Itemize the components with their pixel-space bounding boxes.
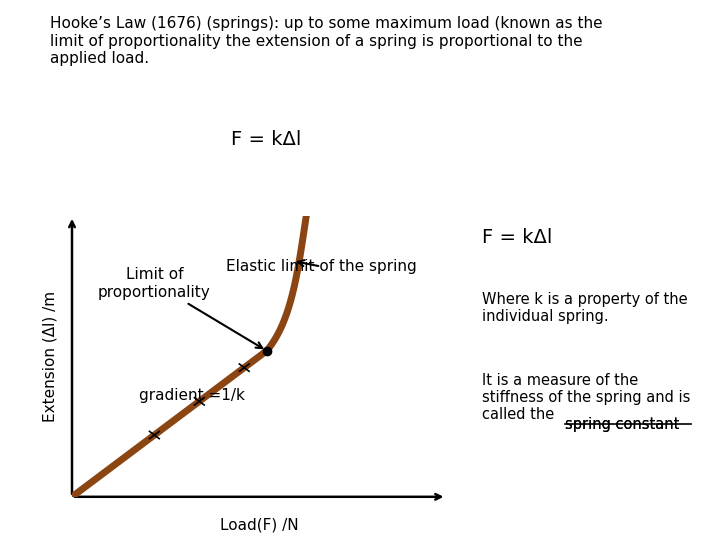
Text: It is a measure of the
stiffness of the spring and is
called the: It is a measure of the stiffness of the … xyxy=(482,373,690,422)
Text: gradient =1/k: gradient =1/k xyxy=(140,388,246,403)
Text: Load(F) /N: Load(F) /N xyxy=(220,517,299,532)
Text: F = kΔl: F = kΔl xyxy=(482,228,553,247)
Text: Limit of
proportionality: Limit of proportionality xyxy=(98,267,262,348)
Text: spring constant: spring constant xyxy=(565,417,680,432)
Text: F = kΔl: F = kΔl xyxy=(231,130,302,148)
Text: spring constant: spring constant xyxy=(565,417,680,432)
Text: Hooke’s Law (1676) (springs): up to some maximum load (known as the
limit of pro: Hooke’s Law (1676) (springs): up to some… xyxy=(50,16,603,66)
Text: Elastic limit of the spring: Elastic limit of the spring xyxy=(225,259,416,274)
Text: Extension (Δl) /m: Extension (Δl) /m xyxy=(42,291,57,422)
Text: Where k is a property of the
individual spring.: Where k is a property of the individual … xyxy=(482,292,688,324)
